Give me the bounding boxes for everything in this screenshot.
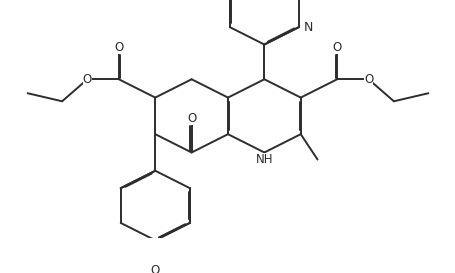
Text: O: O: [151, 264, 160, 273]
Text: O: O: [333, 41, 342, 54]
Text: NH: NH: [256, 153, 273, 166]
Text: N: N: [304, 21, 313, 34]
Text: O: O: [114, 41, 123, 54]
Text: O: O: [364, 73, 373, 86]
Text: O: O: [83, 73, 92, 86]
Text: O: O: [187, 112, 196, 125]
